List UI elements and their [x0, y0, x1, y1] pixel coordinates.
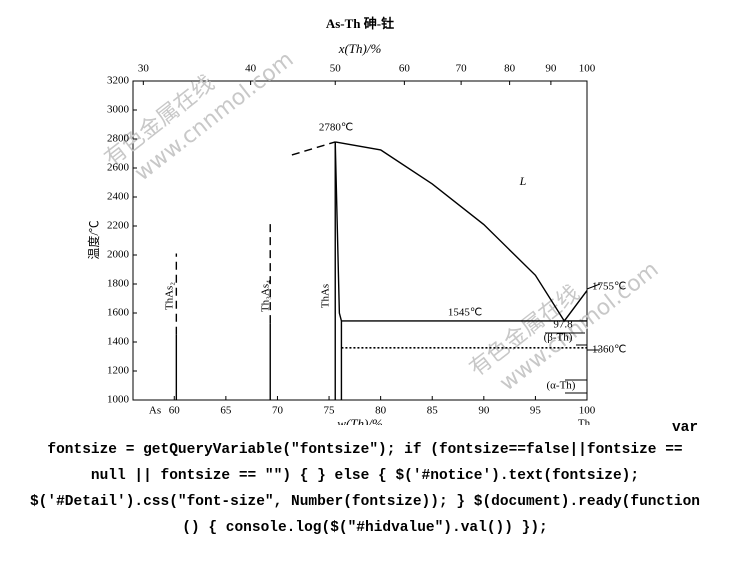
code-line: fontsize = getQueryVariable("fontsize");… [47, 442, 683, 458]
x2-tick-label: 50 [330, 63, 342, 75]
y-tick-label: 1000 [107, 394, 130, 406]
y-axis-label: 温度/℃ [86, 220, 101, 259]
code-line: $('#Detail').css("font-size", Number(fon… [29, 494, 700, 510]
y-tick-label: 2600 [107, 162, 130, 174]
x-tick-label: 70 [272, 405, 284, 417]
annotation: ThAs [320, 284, 332, 308]
y-tick-label: 1800 [107, 278, 130, 290]
y-tick-label: 2800 [107, 133, 130, 145]
annotation: 1755℃ [592, 281, 626, 293]
x-tick-label: 60 [169, 405, 181, 417]
chart: As-Th 砷-钍 x(Th)/% w(Th)/% 温度/℃ 有色金属在线 ww… [86, 16, 664, 425]
x2-tick-label: 90 [545, 63, 557, 75]
code-line: () { console.log($("#hidvalue").val()) }… [182, 520, 548, 536]
y-tick-label: 2200 [107, 220, 130, 232]
x-tick-label: 85 [427, 405, 439, 417]
x2-tick-label: 60 [399, 63, 411, 75]
annotation: 1360℃ [592, 344, 626, 356]
x-tick-label: 75 [324, 405, 336, 417]
annotation: Th₃As₄ [260, 280, 272, 312]
y-tick-label: 1600 [107, 307, 130, 319]
leader [586, 283, 601, 290]
x-axis-label: w(Th)/% [337, 416, 383, 425]
x2-tick-label: 30 [138, 63, 150, 75]
y-tick-label: 1400 [107, 336, 130, 348]
annotation: (α-Th) [547, 380, 576, 392]
x-tick-label: 95 [530, 405, 542, 417]
annotation: (β-Th) [544, 332, 573, 344]
watermark: 有色金属在线 www.cnnmol.com [100, 47, 298, 186]
arrows [545, 283, 601, 394]
annotation: 2780℃ [319, 122, 353, 134]
x2-tick-label: 100 [579, 63, 596, 75]
x-end-label: Th [578, 418, 591, 425]
annotation: ThAs₂ [164, 282, 176, 310]
y-tick-label: 2400 [107, 191, 130, 203]
code-line: var [671, 420, 699, 436]
phase-line [334, 141, 343, 400]
y-tick-label: 2000 [107, 249, 130, 261]
plot-frame [132, 80, 588, 401]
x2-tick-label: 70 [456, 63, 468, 75]
annotation: L [519, 174, 527, 188]
annotation: 97.8 [553, 319, 573, 331]
phase-line [335, 141, 588, 323]
x-tick-label: 65 [220, 405, 232, 417]
phase-line [291, 141, 336, 156]
x-end-label: As [149, 405, 161, 417]
x-tick-label: 80 [375, 405, 387, 417]
y-tick-label: 3000 [107, 104, 130, 116]
x-tick-label: 90 [478, 405, 490, 417]
chart-title: As-Th 砷-钍 [326, 16, 394, 31]
y-tick-label: 1200 [107, 365, 130, 377]
y-tick-label: 3200 [107, 75, 130, 87]
x-tick-label: 100 [579, 405, 596, 417]
code-line: null || fontsize == "") { } else { $('#n… [90, 468, 640, 484]
annotation: 1545℃ [448, 307, 482, 319]
x2-axis-label: x(Th)/% [338, 41, 382, 56]
x2-tick-label: 80 [504, 63, 516, 75]
x2-tick-label: 40 [245, 63, 257, 75]
